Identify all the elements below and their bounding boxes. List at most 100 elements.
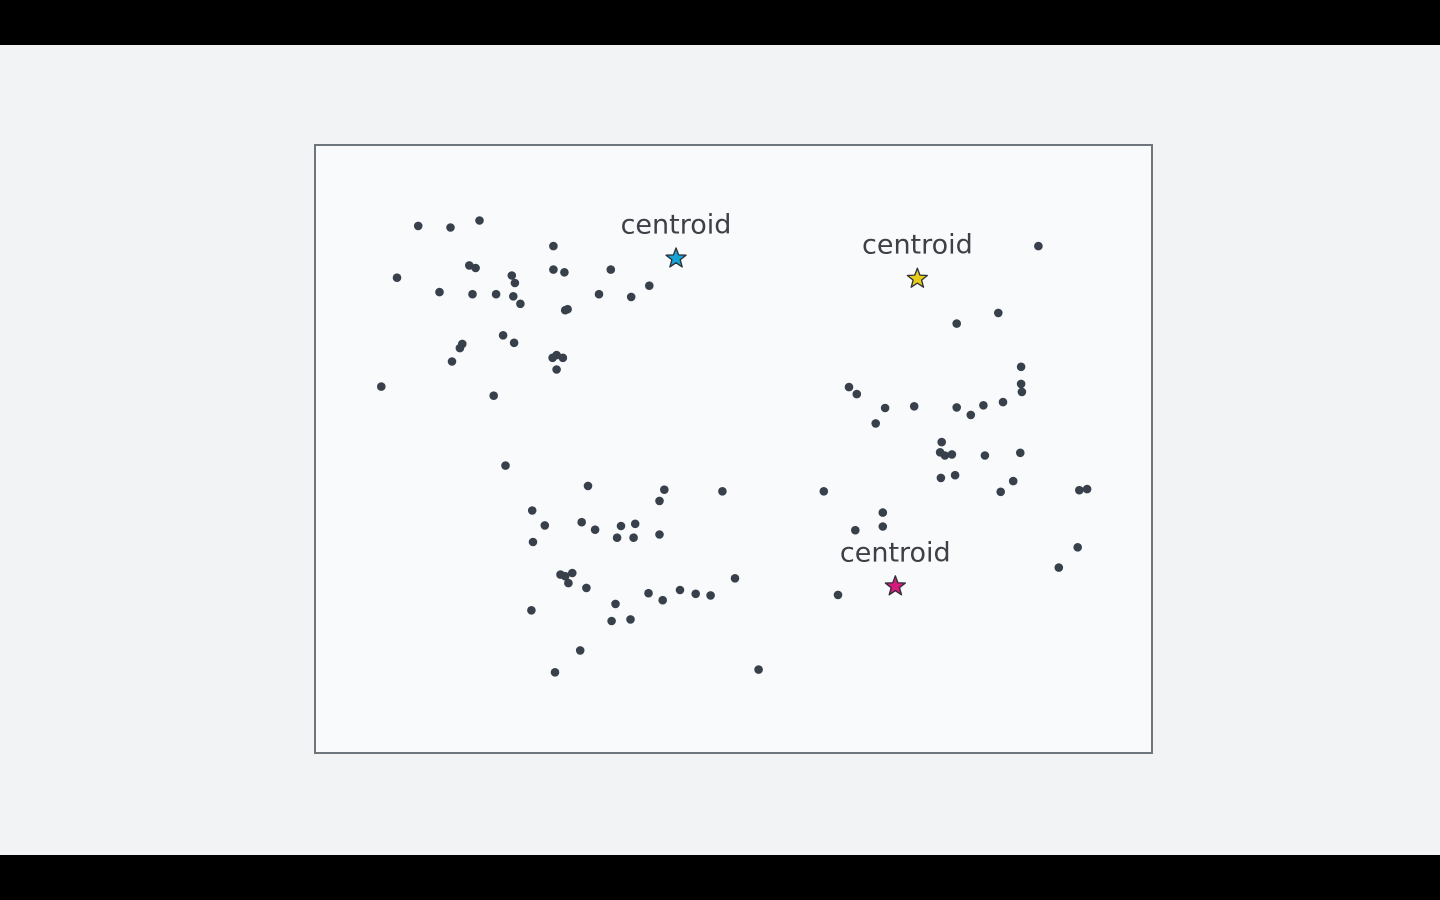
data-point-45: [966, 410, 976, 420]
data-point-57: [1008, 476, 1018, 486]
data-point-63: [878, 522, 888, 531]
centroid-label: centroid: [840, 537, 951, 568]
data-point-79: [612, 533, 622, 542]
data-point-90: [691, 589, 700, 599]
data-point-95: [626, 615, 635, 624]
data-point-61: [819, 487, 829, 496]
data-point-18: [606, 265, 616, 274]
data-point-83: [568, 568, 577, 578]
data-point-56: [950, 470, 960, 480]
data-point-46: [979, 401, 988, 410]
data-point-0: [413, 221, 423, 231]
data-point-33: [501, 461, 510, 470]
letterbox-top: [0, 0, 1440, 45]
centroid-label: centroid: [621, 209, 732, 240]
data-point-55: [936, 473, 946, 483]
data-point-25: [455, 343, 465, 353]
data-point-64: [851, 525, 860, 535]
data-point-76: [616, 521, 626, 531]
data-point-12: [509, 292, 518, 301]
data-point-59: [1075, 485, 1084, 495]
data-point-10: [491, 289, 501, 299]
data-point-15: [560, 268, 569, 277]
centroid-1: centroid: [862, 230, 973, 288]
centroid-star-icon: [906, 267, 928, 288]
data-point-91: [706, 591, 715, 600]
data-point-60: [1082, 484, 1092, 494]
data-point-89: [675, 585, 685, 595]
plot-frame: [314, 144, 1153, 754]
data-point-4: [392, 273, 402, 283]
data-point-47: [998, 397, 1008, 407]
data-point-94: [607, 616, 616, 626]
data-point-96: [527, 606, 536, 615]
data-point-92: [730, 574, 740, 583]
data-point-87: [658, 595, 667, 605]
data-point-69: [660, 485, 669, 495]
data-point-8: [435, 287, 444, 297]
data-point-41: [852, 389, 862, 399]
data-point-53: [980, 451, 990, 460]
data-point-88: [644, 588, 653, 598]
data-point-99: [754, 665, 763, 674]
data-point-9: [468, 289, 477, 299]
data-point-73: [540, 521, 550, 530]
data-point-29: [558, 353, 568, 363]
data-point-1: [446, 223, 455, 232]
data-point-49: [937, 437, 946, 447]
centroid-0: centroid: [621, 209, 732, 268]
data-point-51: [940, 451, 950, 460]
data-point-75: [590, 525, 600, 534]
data-point-84: [560, 571, 570, 581]
data-point-85: [564, 578, 573, 588]
centroid-star-icon: [665, 247, 687, 268]
data-point-93: [611, 599, 620, 609]
data-point-21: [645, 281, 654, 291]
data-point-54: [1016, 448, 1025, 458]
points-layer: [377, 216, 1092, 677]
data-point-71: [718, 487, 727, 496]
data-point-26: [447, 357, 457, 366]
centroid-star-icon: [884, 575, 906, 596]
data-point-77: [630, 519, 640, 529]
data-point-32: [489, 391, 499, 401]
data-point-2: [475, 216, 484, 225]
data-point-72: [527, 506, 537, 515]
data-point-42: [880, 403, 890, 413]
data-point-23: [509, 338, 519, 348]
data-point-13: [516, 299, 525, 309]
data-point-74: [577, 517, 586, 527]
data-point-70: [655, 496, 664, 506]
data-point-58: [996, 487, 1005, 497]
centroid-2: centroid: [840, 537, 951, 596]
centroids-layer: centroid centroid centroid: [621, 209, 973, 596]
data-point-3: [549, 241, 558, 251]
data-point-66: [1054, 563, 1064, 572]
data-point-81: [528, 537, 538, 547]
data-point-62: [878, 508, 888, 517]
data-point-86: [582, 583, 591, 593]
data-point-39: [1017, 387, 1027, 397]
data-point-30: [552, 365, 561, 374]
data-point-31: [377, 382, 386, 391]
data-point-65: [1073, 543, 1082, 552]
data-point-43: [909, 402, 919, 411]
data-point-38: [1016, 379, 1026, 389]
centroid-label: centroid: [862, 230, 973, 261]
data-point-20: [626, 292, 636, 302]
data-point-40: [844, 382, 854, 392]
data-point-78: [629, 533, 638, 542]
data-point-17: [563, 304, 572, 314]
data-point-80: [655, 530, 664, 539]
data-point-44: [952, 403, 961, 412]
data-point-22: [498, 331, 508, 340]
data-point-35: [994, 308, 1003, 318]
data-point-68: [583, 481, 593, 491]
data-point-52: [947, 450, 957, 459]
data-point-14: [549, 265, 558, 274]
data-point-67: [833, 590, 843, 600]
data-point-98: [550, 668, 560, 677]
letterbox-bottom: [0, 855, 1440, 900]
data-point-11: [510, 278, 520, 288]
